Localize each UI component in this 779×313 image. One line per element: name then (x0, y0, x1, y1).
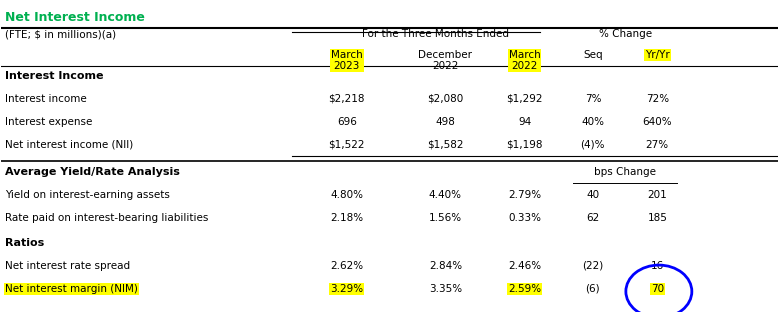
Text: Average Yield/Rate Analysis: Average Yield/Rate Analysis (5, 167, 180, 177)
Text: (4)%: (4)% (580, 140, 605, 150)
Text: $2,218: $2,218 (329, 94, 365, 104)
Text: (22): (22) (582, 261, 604, 271)
Text: For the Three Months Ended: For the Three Months Ended (362, 29, 509, 39)
Text: 72%: 72% (646, 94, 669, 104)
Text: March
2023: March 2023 (331, 50, 363, 71)
Text: 1.56%: 1.56% (428, 213, 462, 223)
Text: 16: 16 (650, 261, 664, 271)
Text: 0.33%: 0.33% (508, 213, 541, 223)
Text: 40%: 40% (581, 117, 605, 127)
Text: 498: 498 (435, 117, 455, 127)
Text: Net interest rate spread: Net interest rate spread (5, 261, 130, 271)
Text: Net interest margin (NIM): Net interest margin (NIM) (5, 284, 138, 294)
Text: Interest income: Interest income (5, 94, 87, 104)
Text: bps Change: bps Change (594, 167, 656, 177)
Text: 2.79%: 2.79% (508, 190, 541, 200)
Text: 2.62%: 2.62% (330, 261, 363, 271)
Text: (6): (6) (586, 284, 600, 294)
Text: % Change: % Change (598, 29, 652, 39)
Text: Yield on interest-earning assets: Yield on interest-earning assets (5, 190, 170, 200)
Text: 640%: 640% (643, 117, 672, 127)
Text: 2.46%: 2.46% (508, 261, 541, 271)
Text: $2,080: $2,080 (427, 94, 464, 104)
Text: 62: 62 (587, 213, 600, 223)
Text: 2.84%: 2.84% (428, 261, 462, 271)
Text: (FTE; $ in millions)(a): (FTE; $ in millions)(a) (5, 29, 116, 39)
Text: $1,522: $1,522 (329, 140, 365, 150)
Text: 4.40%: 4.40% (429, 190, 462, 200)
Text: March
2022: March 2022 (509, 50, 541, 71)
Text: Rate paid on interest-bearing liabilities: Rate paid on interest-bearing liabilitie… (5, 213, 209, 223)
Text: 3.35%: 3.35% (428, 284, 462, 294)
Text: 185: 185 (647, 213, 668, 223)
Text: 3.29%: 3.29% (330, 284, 363, 294)
Text: Interest expense: Interest expense (5, 117, 93, 127)
Text: December
2022: December 2022 (418, 50, 472, 71)
Text: 2.59%: 2.59% (508, 284, 541, 294)
Text: $1,198: $1,198 (506, 140, 543, 150)
Text: 94: 94 (518, 117, 531, 127)
Text: Net Interest Income: Net Interest Income (5, 11, 145, 24)
Text: Ratios: Ratios (5, 238, 44, 248)
Text: Seq: Seq (583, 50, 603, 60)
Text: 2.18%: 2.18% (330, 213, 363, 223)
Text: $1,292: $1,292 (506, 94, 543, 104)
Text: 696: 696 (337, 117, 357, 127)
Text: Net interest income (NII): Net interest income (NII) (5, 140, 133, 150)
Text: 40: 40 (587, 190, 599, 200)
Text: 201: 201 (647, 190, 667, 200)
Text: 70: 70 (650, 284, 664, 294)
Text: Interest Income: Interest Income (5, 71, 104, 81)
Text: 27%: 27% (646, 140, 669, 150)
Text: Yr/Yr: Yr/Yr (645, 50, 670, 60)
Text: 4.80%: 4.80% (330, 190, 363, 200)
Text: 7%: 7% (584, 94, 601, 104)
Text: $1,582: $1,582 (427, 140, 464, 150)
